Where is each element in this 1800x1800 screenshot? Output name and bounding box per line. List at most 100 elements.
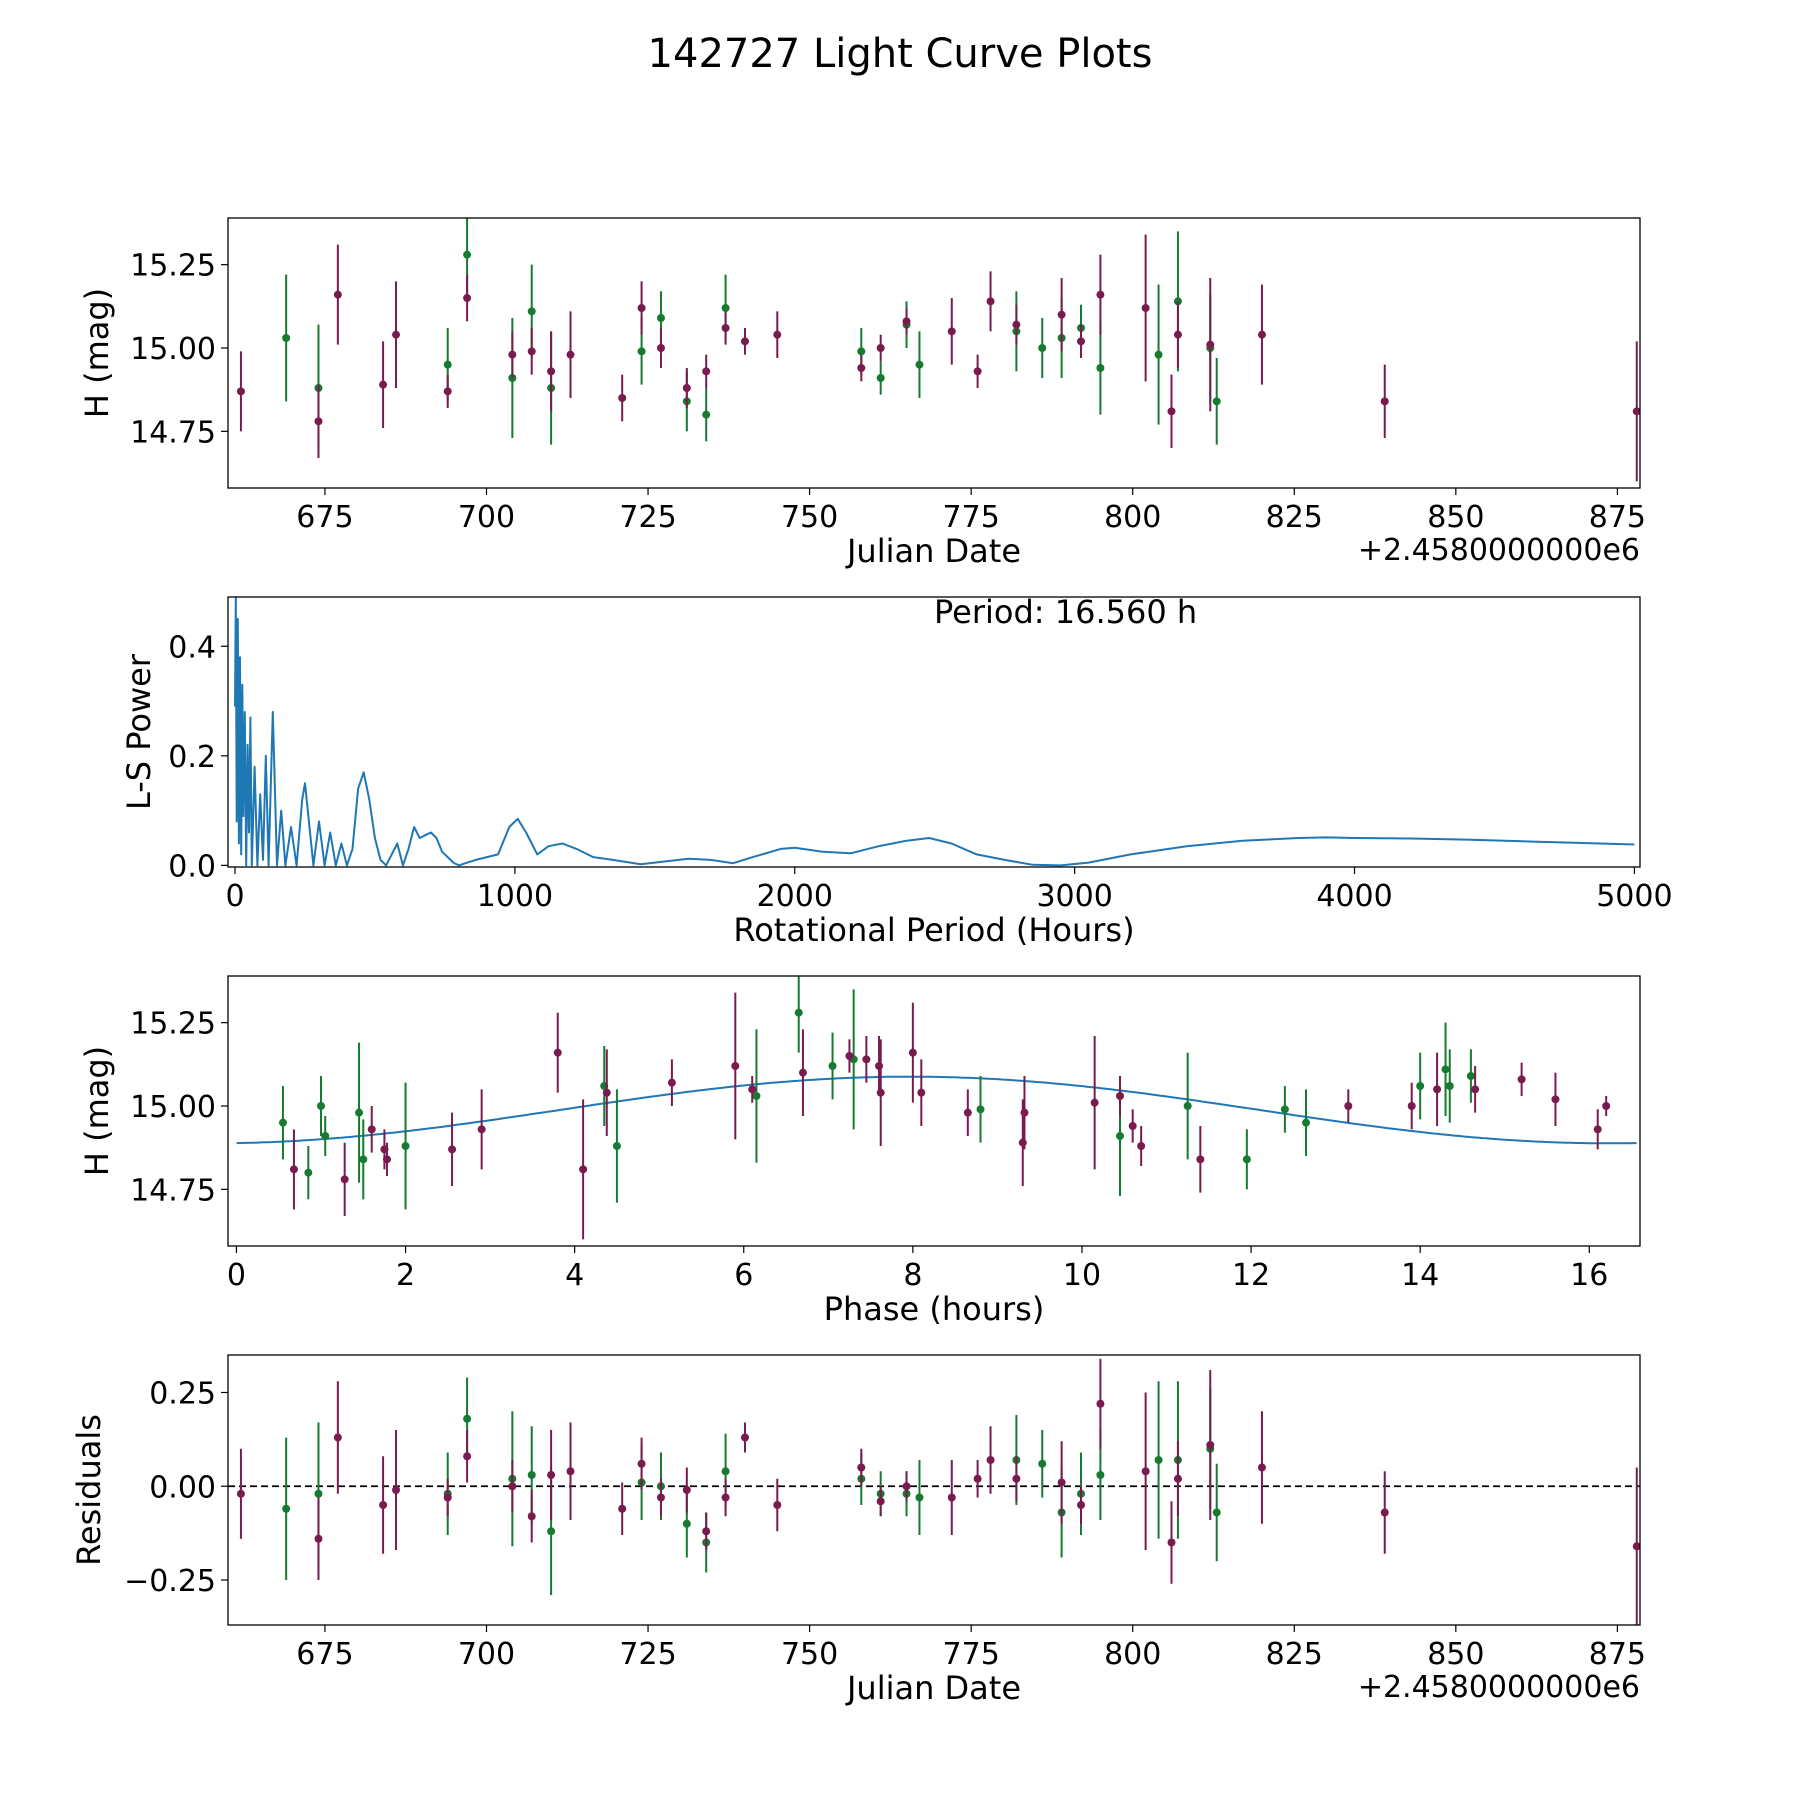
lightcurve-panel: 675 700 725 750 775 800 825 850 875 14.75 15.00 15.… [78, 217, 1646, 570]
data-point-o [1173, 1474, 1182, 1483]
x-tick-label: 750 [781, 1637, 838, 1672]
data-point-o [637, 304, 646, 312]
data-point-o [876, 1088, 885, 1097]
data-point-o [1632, 407, 1640, 416]
periodogram-line [234, 597, 1635, 867]
data-point-o [876, 344, 885, 352]
data-point-o [1137, 1142, 1146, 1150]
periodogram-marks [234, 597, 1635, 867]
data-point-g [721, 304, 730, 312]
x-tick-label: 1000 [477, 879, 553, 914]
lightcurve-xlabel: Julian Date [845, 532, 1021, 570]
data-point-g [1038, 344, 1047, 352]
data-point-o [1141, 1467, 1150, 1476]
data-point-o [986, 1456, 995, 1464]
data-point-o [721, 1493, 730, 1502]
x-tick-label: 2 [396, 1258, 415, 1293]
data-point-o [566, 1467, 575, 1476]
data-point-o [527, 347, 536, 356]
data-point-o [682, 1486, 691, 1494]
x-tick-label: 0 [225, 879, 244, 914]
data-point-o [973, 367, 982, 376]
x-tick-label: 3000 [1036, 879, 1112, 914]
data-point-o [463, 1452, 472, 1461]
data-point-g [1212, 397, 1221, 406]
model-fit-curve [236, 1075, 1637, 1145]
x-tick-label: 875 [1589, 1637, 1646, 1672]
x-tick-label: 825 [1266, 1637, 1323, 1672]
lightcurve-offset-text: +2.4580000000e6 [1358, 533, 1640, 568]
data-point-o [379, 1501, 388, 1509]
data-point-g [915, 360, 924, 369]
data-point-g [682, 1519, 691, 1528]
y-tick-label: 14.75 [130, 1173, 216, 1208]
data-point-o [748, 1085, 757, 1094]
data-point-o [682, 384, 691, 392]
data-point-o [340, 1175, 349, 1184]
data-point-g [612, 1142, 621, 1150]
x-tick-label: 6 [734, 1258, 753, 1293]
data-point-g [794, 1008, 803, 1017]
data-point-g [1280, 1105, 1289, 1114]
data-point-g [1302, 1118, 1311, 1127]
residuals-xlabel: Julian Date [845, 1669, 1021, 1707]
data-point-g [1096, 364, 1105, 372]
residuals-marks [228, 1358, 1640, 1625]
data-point-g [1154, 1456, 1163, 1464]
data-point-o [862, 1055, 871, 1064]
x-tick-label: 16 [1570, 1258, 1608, 1293]
data-point-o [731, 1062, 740, 1070]
x-tick-label: 675 [296, 500, 353, 535]
x-tick-label: 8 [903, 1258, 922, 1293]
data-point-g [443, 360, 452, 369]
data-point-o [702, 367, 711, 376]
y-tick-label: 15.00 [130, 1090, 216, 1125]
x-tick-label: 850 [1427, 500, 1484, 535]
data-point-g [828, 1062, 837, 1070]
data-point-o [947, 327, 956, 336]
data-point-o [740, 337, 749, 346]
phased-panel: 0 2 4 6 8 10 12 14 16 14.75 15.00 15.25 Phase (hour… [78, 975, 1641, 1328]
data-point-g [702, 410, 711, 419]
data-point-o [392, 330, 401, 339]
data-point-o [236, 1489, 245, 1498]
data-point-g [637, 347, 646, 356]
y-tick-label: 0.0 [168, 849, 216, 884]
data-point-o [902, 317, 911, 326]
data-point-o [1167, 407, 1176, 416]
data-point-g [278, 1118, 287, 1127]
data-point-o [721, 324, 730, 332]
data-point-g [1416, 1082, 1425, 1090]
y-tick-label: −0.25 [124, 1564, 216, 1599]
data-point-o [448, 1145, 457, 1154]
data-point-o [875, 1062, 884, 1070]
lightcurve-frame [227, 217, 1641, 489]
data-point-g [1445, 1082, 1454, 1090]
periodogram-ticks: 0 1000 2000 3000 4000 5000 0.0 0.2 0.4 [168, 630, 1672, 914]
period-annotation: Period: 16.560 h [934, 593, 1197, 631]
data-point-o [876, 1497, 885, 1506]
data-point-o [579, 1165, 588, 1174]
data-point-o [963, 1108, 972, 1117]
data-point-o [656, 1493, 665, 1502]
data-point-g [857, 347, 866, 356]
data-point-o [314, 1534, 323, 1543]
data-point-g [1154, 350, 1163, 359]
phased-ylabel: H (mag) [78, 1046, 116, 1176]
data-point-g [359, 1155, 368, 1164]
data-point-o [1116, 1092, 1125, 1100]
periodogram-frame [227, 596, 1641, 868]
phased-xlabel: Phase (hours) [824, 1290, 1045, 1328]
data-point-o [1380, 397, 1389, 406]
data-point-o [547, 367, 556, 376]
data-point-o [667, 1078, 676, 1087]
data-point-o [566, 350, 575, 359]
data-point-g [1038, 1459, 1047, 1468]
x-tick-label: 14 [1401, 1258, 1439, 1293]
y-tick-label: 0.00 [149, 1470, 216, 1505]
data-point-g [1183, 1102, 1192, 1110]
data-point-o [618, 394, 627, 402]
data-point-o [367, 1125, 376, 1134]
data-point-o [1141, 304, 1150, 312]
data-point-o [857, 364, 866, 372]
